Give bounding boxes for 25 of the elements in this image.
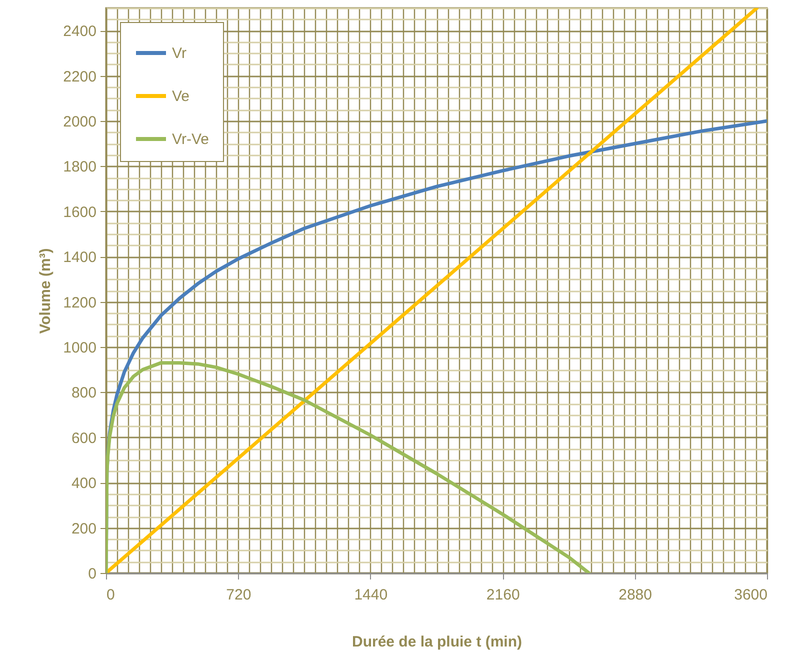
y-tick-label: 600 <box>71 430 96 447</box>
y-tick-label: 2400 <box>63 23 96 40</box>
legend-label: Vr-Ve <box>172 131 209 148</box>
x-tick-label: 2160 <box>486 586 520 604</box>
y-tick-label: 400 <box>71 475 96 492</box>
y-tick-label: 800 <box>71 384 96 402</box>
y-tick-label: 1000 <box>63 340 96 356</box>
legend-label: Vr <box>172 45 186 62</box>
y-tick-label: 200 <box>71 520 96 538</box>
line-series <box>106 361 591 573</box>
x-tick-label: 2880 <box>618 586 652 604</box>
x-tick-label: 3600 <box>734 586 768 604</box>
y-tick-label: 1400 <box>63 249 96 266</box>
y-tick-label: 1600 <box>63 204 96 221</box>
y-tick-label: 2200 <box>63 68 96 86</box>
y-tick-label: 1200 <box>63 294 96 312</box>
y-axis-title: Volume (m³) <box>37 248 54 334</box>
y-tick-label: 2000 <box>63 114 96 130</box>
x-tick-label: 0 <box>106 586 115 604</box>
x-tick-label: 1440 <box>354 586 388 604</box>
y-tick-label: 0 <box>88 566 96 582</box>
x-axis-title: Durée de la pluie t (min) <box>352 634 522 650</box>
x-tick-label: 720 <box>226 586 252 604</box>
legend-label: Ve <box>172 88 190 105</box>
y-tick-label: 1800 <box>63 158 96 176</box>
